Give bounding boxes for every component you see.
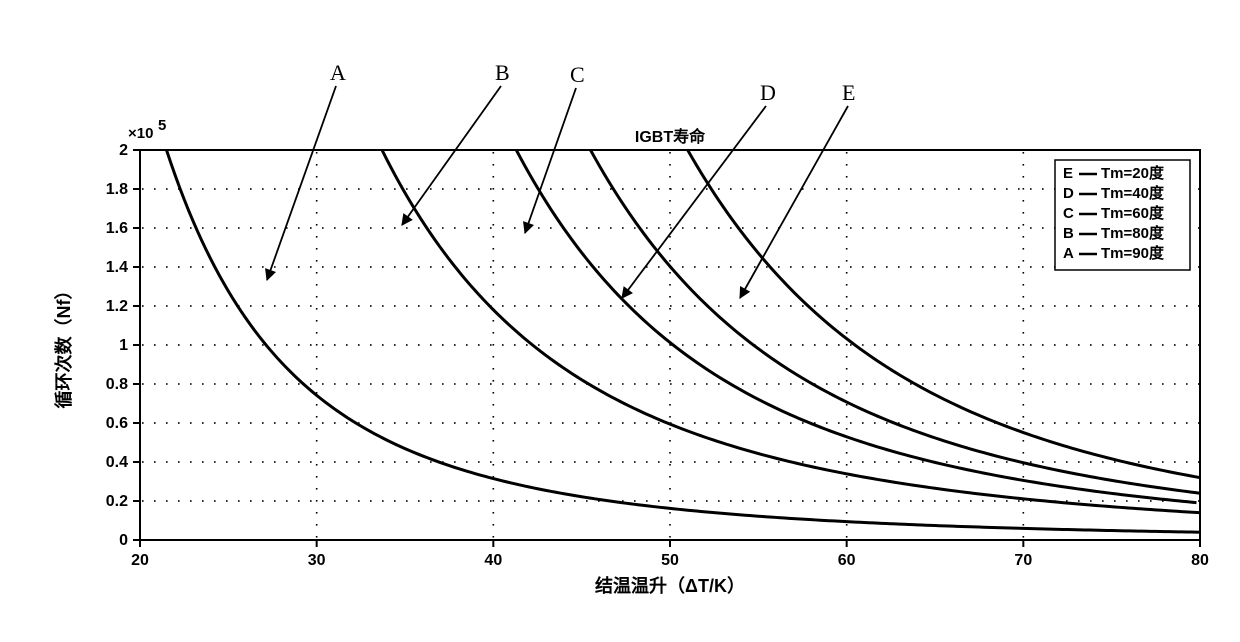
chart-title: IGBT寿命 [635,127,706,146]
annotation-label-B: B [495,60,510,85]
legend-prefix-E: E [1063,165,1073,182]
ytick-label: 1.6 [106,220,128,237]
legend-label-A: Tm=90度 [1101,244,1165,262]
xtick-label: 30 [308,552,326,569]
xtick-label: 80 [1191,552,1209,569]
legend-label-E: Tm=20度 [1101,164,1165,182]
annotation-arrow-A [267,86,336,280]
legend-label-C: Tm=60度 [1101,204,1165,222]
ytick-label: 1.4 [106,259,128,276]
legend-prefix-D: D [1063,185,1074,202]
annotation-label-E: E [842,80,855,105]
xtick-label: 70 [1014,552,1032,569]
y-axis-title: 循环次数（Nf） [53,282,74,409]
ytick-label: 0 [119,532,128,549]
xtick-label: 60 [838,552,856,569]
ytick-label: 1 [119,337,128,354]
chart-container: 20 30 40 50 60 70 80 0 0.2 0.4 0.6 0.8 1 1.2 1.4 1.6 1.8… [20,20,1220,620]
xtick-label: 50 [661,552,679,569]
ytick-label: 0.6 [106,415,128,432]
ytick-label: 1.2 [106,298,128,315]
ytick-label: 2 [119,142,128,159]
legend-prefix-C: C [1063,205,1074,222]
ytick-label: 0.2 [106,493,128,510]
legend-prefix-B: B [1063,225,1074,242]
annotation-label-C: C [570,62,585,87]
annotation-arrow-B [402,86,501,225]
legend-label-D: Tm=40度 [1101,184,1165,202]
xtick-label: 20 [131,552,149,569]
legend-label-B: Tm=80度 [1101,224,1165,242]
chart-svg: 20 30 40 50 60 70 80 0 0.2 0.4 0.6 0.8 1 1.2 1.4 1.6 1.8… [20,20,1220,620]
series-curve-A [167,150,1201,532]
annotation-label-A: A [330,60,346,85]
legend-prefix-A: A [1063,245,1074,262]
y-exponent: ×10 [128,125,153,142]
ytick-label: 0.8 [106,376,128,393]
xtick-label: 40 [484,552,502,569]
annotation-label-D: D [760,80,776,105]
ytick-label: 0.4 [106,454,128,471]
x-axis-title: 结温温升（ΔT/K） [595,575,745,596]
annotation-arrow-E [740,106,848,298]
ytick-label: 1.8 [106,181,128,198]
y-exponent-sup: 5 [158,117,166,134]
